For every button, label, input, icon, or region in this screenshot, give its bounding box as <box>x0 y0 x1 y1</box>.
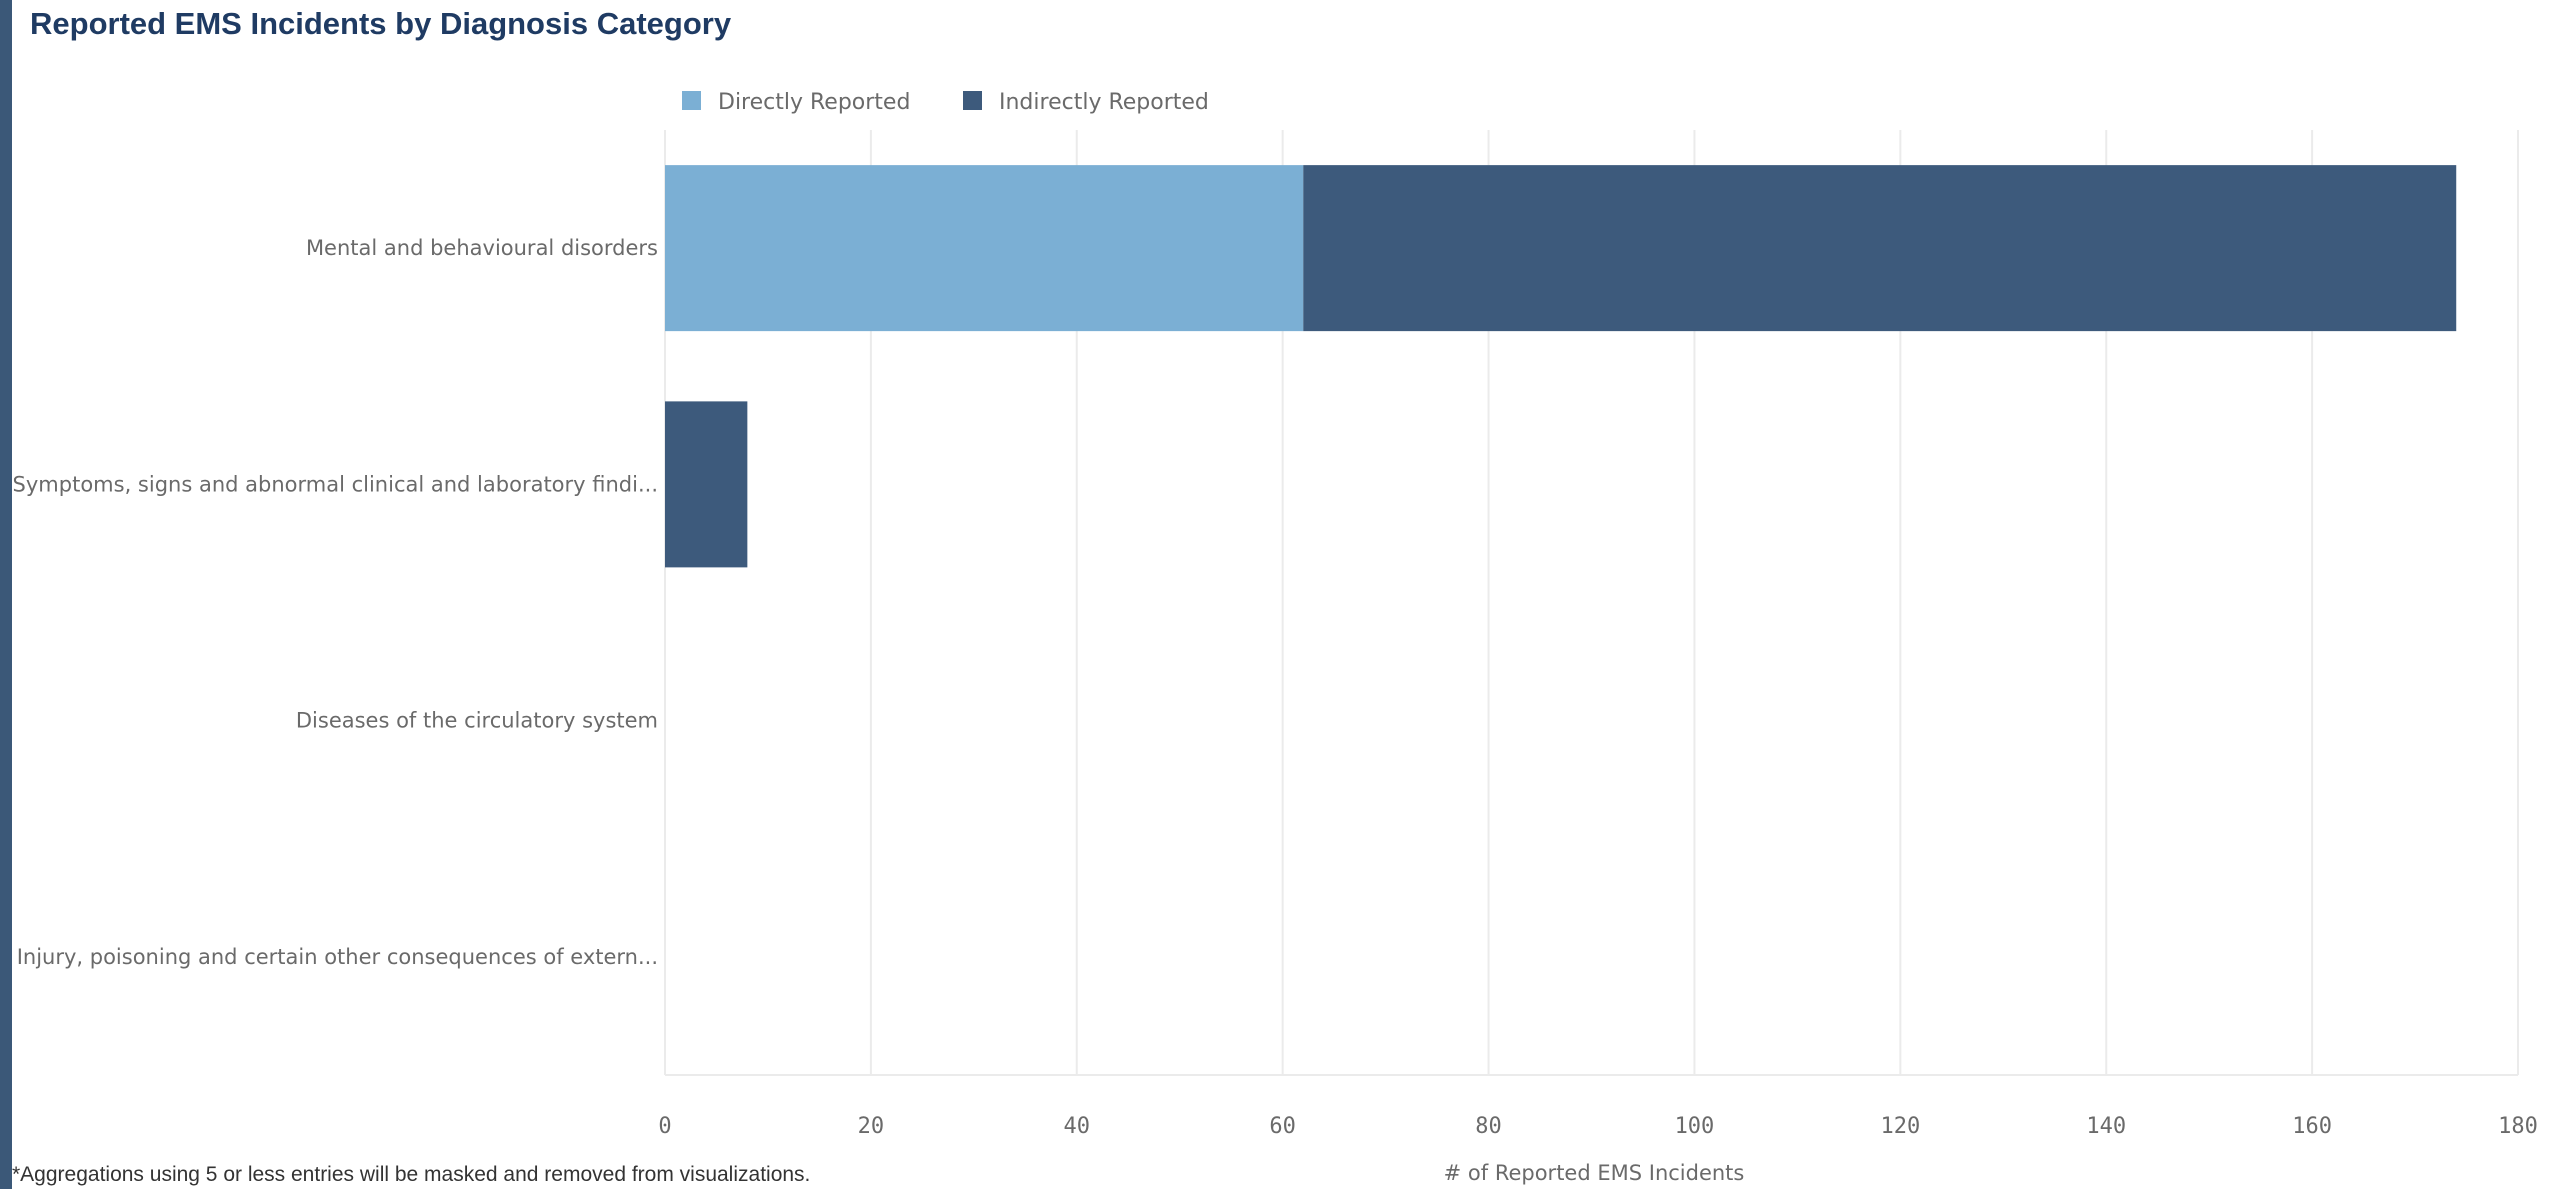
chart-title: Reported EMS Incidents by Diagnosis Cate… <box>30 6 732 41</box>
x-tick-labels: 0 20 40 60 80 100 120 140 160 180 <box>658 1114 2538 1139</box>
x-tick-4: 80 <box>1475 1114 1502 1139</box>
masking-footnote: *Aggregations using 5 or less entries wi… <box>12 1163 811 1186</box>
x-tick-6: 120 <box>1880 1114 1920 1139</box>
category-label-3: Injury, poisoning and certain other cons… <box>17 945 658 969</box>
legend-label-indirectly[interactable]: Indirectly Reported <box>999 90 1209 115</box>
bar-indirectly-1[interactable] <box>665 401 748 568</box>
x-tick-3: 60 <box>1269 1114 1296 1139</box>
x-axis-title: # of Reported EMS Incidents <box>1444 1161 1745 1185</box>
x-tick-2: 40 <box>1064 1114 1091 1139</box>
legend-swatch-indirectly[interactable] <box>963 91 982 110</box>
x-tick-5: 100 <box>1675 1114 1715 1139</box>
x-tick-9: 180 <box>2498 1114 2538 1139</box>
category-label-2: Diseases of the circulatory system <box>296 709 658 733</box>
bars <box>665 165 2457 568</box>
category-label-0: Mental and behavioural disorders <box>306 236 658 260</box>
x-tick-1: 20 <box>858 1114 885 1139</box>
x-tick-8: 160 <box>2292 1114 2332 1139</box>
category-labels: Mental and behavioural disorders Symptoms… <box>13 236 658 969</box>
x-tick-0: 0 <box>658 1114 671 1139</box>
bar-indirectly-0[interactable] <box>1303 165 2457 332</box>
x-tick-7: 140 <box>2086 1114 2126 1139</box>
legend-label-directly[interactable]: Directly Reported <box>718 90 910 115</box>
legend-swatch-directly[interactable] <box>682 91 701 110</box>
bar-directly-0[interactable] <box>665 165 1304 332</box>
category-label-1: Symptoms, signs and abnormal clinical an… <box>13 472 658 496</box>
legend[interactable]: Directly Reported Indirectly Reported <box>682 90 1209 115</box>
